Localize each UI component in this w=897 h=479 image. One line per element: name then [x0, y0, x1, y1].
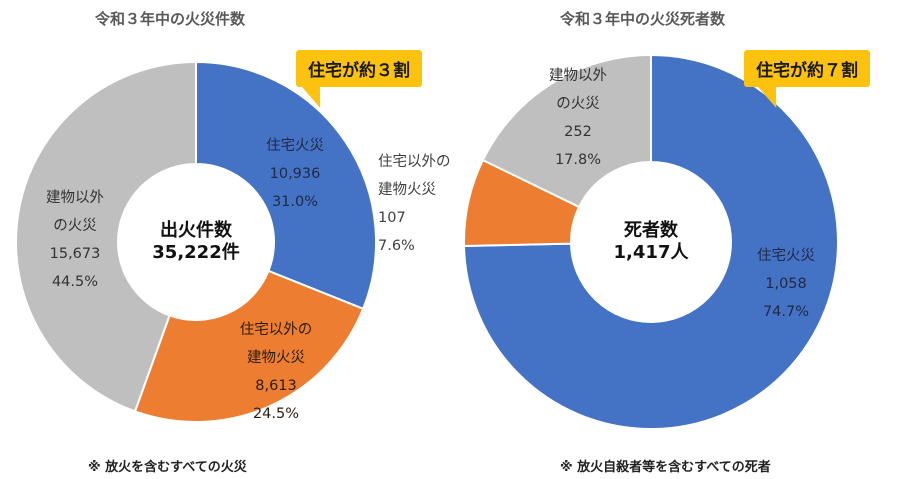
- slice-label-housing-fires: 住宅火災 1,058 74.7%: [757, 242, 815, 326]
- slice-name-line1: 建物以外: [549, 68, 607, 84]
- slice-value: 107: [378, 210, 406, 226]
- slice-percent: 44.5%: [51, 274, 99, 290]
- center-total: 死者数 1,417人: [614, 220, 689, 264]
- slice-name: 住宅火災: [757, 248, 815, 264]
- slice-name-line2: 建物火災: [378, 182, 436, 198]
- slice-label-non-building-fires: 建物以外 の火災 252 17.8%: [549, 62, 607, 174]
- slice-name-line1: 住宅以外の: [239, 322, 313, 338]
- slice-name: 住宅火災: [266, 138, 324, 154]
- callout-housing-share: 住宅が約７割: [744, 50, 870, 87]
- center-total: 出火件数 35,222件: [152, 220, 239, 264]
- chart-title: 令和３年中の火災件数: [95, 10, 246, 28]
- chart-fire-deaths: 令和３年中の火災死者数 死者数 1,417人 住宅火災 1,058 74.7% …: [378, 0, 897, 479]
- chart-title: 令和３年中の火災死者数: [560, 10, 726, 28]
- slice-value: 10,936: [269, 166, 321, 182]
- slice-name-line2: 建物火災: [247, 350, 305, 366]
- slice-percent: 74.7%: [762, 304, 810, 320]
- slice-label-non-building-fires: 建物以外 の火災 15,673 44.5%: [46, 184, 104, 296]
- center-total-value: 1,417人: [613, 242, 689, 263]
- slice-housing-fires: [463, 53, 839, 430]
- slice-label-housing-fires: 住宅火災 10,936 31.0%: [266, 132, 324, 216]
- slice-housing-fires: [195, 60, 377, 311]
- callout-housing-share: 住宅が約３割: [296, 50, 422, 87]
- slice-label-non-housing-building-fires: 住宅以外の 建物火災 8,613 24.5%: [240, 316, 313, 428]
- slice-value: 15,673: [49, 246, 101, 262]
- slice-name-line2: の火災: [53, 218, 97, 234]
- slice-name-line1: 住宅以外の: [378, 154, 451, 170]
- slice-label-non-housing-building-fires: 住宅以外の 建物火災 107 7.6%: [378, 148, 451, 260]
- donut-chart-fire-deaths: [463, 53, 839, 430]
- slice-value: 252: [564, 124, 592, 140]
- slice-value: 8,613: [255, 378, 297, 394]
- slice-percent: 31.0%: [271, 194, 319, 210]
- slice-percent: 24.5%: [252, 406, 300, 422]
- slice-percent: 7.6%: [378, 238, 415, 254]
- slice-non-building-fires: [15, 60, 197, 413]
- center-total-value: 35,222件: [152, 242, 240, 263]
- footnote: ※ 放火を含むすべての火災: [88, 460, 247, 475]
- slice-percent: 17.8%: [554, 152, 602, 168]
- footnote: ※ 放火自殺者等を含むすべての死者: [560, 460, 771, 475]
- slice-name-line2: の火災: [556, 96, 600, 112]
- center-total-label: 死者数: [624, 220, 678, 241]
- donut-chart-fire-count: [15, 60, 377, 423]
- slice-non-housing-building-fires: [133, 269, 365, 423]
- slice-value: 1,058: [765, 276, 807, 292]
- slice-non-building-fires: [481, 53, 652, 209]
- slice-name-line1: 建物以外: [46, 190, 104, 206]
- center-total-label: 出火件数: [160, 220, 232, 241]
- chart-fire-count: 令和３年中の火災件数 出火件数 35,222件 住宅火災 10,936 31.0…: [0, 0, 448, 479]
